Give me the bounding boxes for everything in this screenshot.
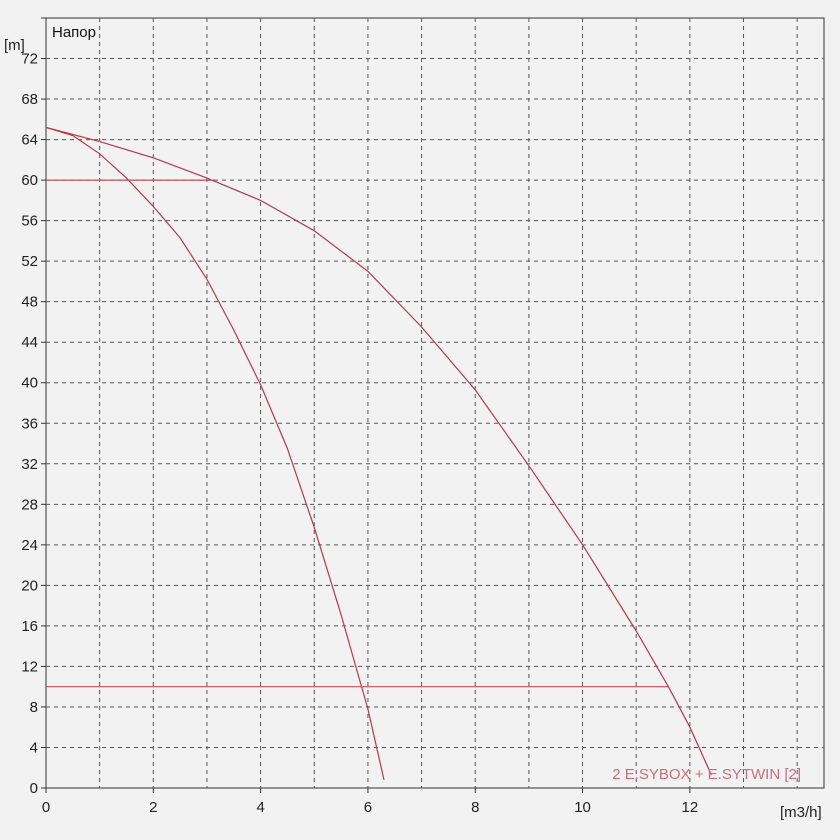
x-tick-label: 12 xyxy=(682,799,699,816)
plot-area xyxy=(45,17,825,789)
x-tick-label: 4 xyxy=(256,799,264,816)
y-tick-label: 4 xyxy=(30,739,38,756)
y-tick-label: 8 xyxy=(30,699,38,716)
y-tick-label: 48 xyxy=(21,294,38,311)
y-tick-label: 24 xyxy=(21,537,38,554)
chart-title: Напор xyxy=(52,24,96,41)
x-tick-label: 8 xyxy=(471,799,479,816)
y-tick-label: 52 xyxy=(21,253,38,270)
x-axis-label: [m3/h] xyxy=(780,804,822,821)
x-tick-label: 0 xyxy=(42,799,50,816)
axis-ticks: 0 2 4 6 8 10 120481216202428323640444852566064… xyxy=(21,17,699,816)
x-tick-label: 10 xyxy=(574,799,591,816)
y-tick-label: 28 xyxy=(21,496,38,513)
y-tick-label: 44 xyxy=(21,334,38,351)
y-tick-label: 12 xyxy=(21,658,38,675)
y-tick-label: 56 xyxy=(21,213,38,230)
x-tick-label: 6 xyxy=(364,799,372,816)
series-lines xyxy=(45,126,712,781)
y-tick-label: 16 xyxy=(21,618,38,635)
y-tick-label: 64 xyxy=(21,132,38,149)
y-tick-label: 40 xyxy=(21,375,38,392)
y-tick-label: 60 xyxy=(21,172,38,189)
y-tick-label: 72 xyxy=(21,51,38,68)
y-axis-label: [m] xyxy=(4,37,25,54)
x-tick-label: 2 xyxy=(149,799,157,816)
y-tick-label: 20 xyxy=(21,577,38,594)
grid xyxy=(46,18,824,788)
pump-curve-1 xyxy=(45,126,712,776)
y-tick-label: 36 xyxy=(21,415,38,432)
y-tick-label: 68 xyxy=(21,91,38,108)
y-tick-label: 32 xyxy=(21,456,38,473)
y-tick-label: 0 xyxy=(30,780,38,797)
legend-text: 2 E.SYBOX + E.SYTWIN [2] xyxy=(612,766,801,783)
pump-curve-0 xyxy=(45,126,385,781)
